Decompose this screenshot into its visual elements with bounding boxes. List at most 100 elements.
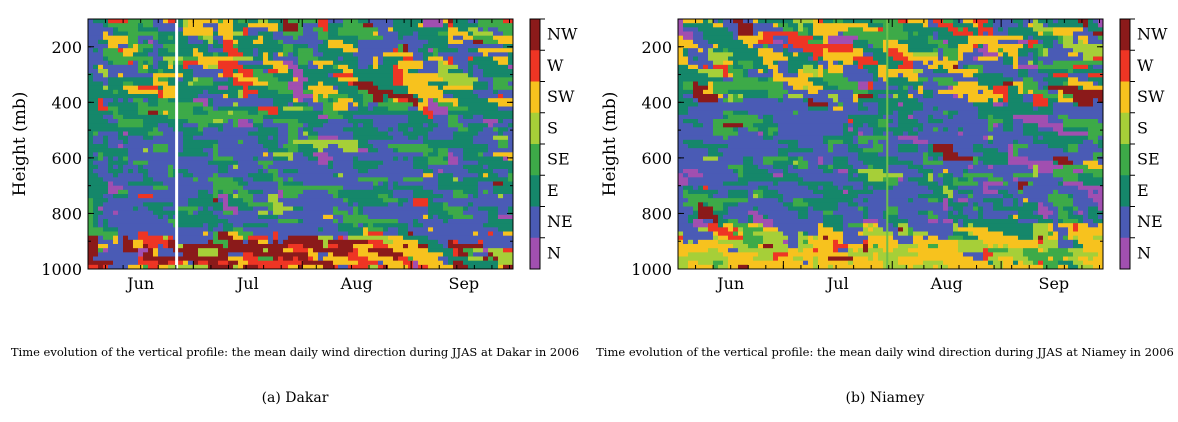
heatmap-cell [448, 185, 454, 191]
heatmap-cell [423, 52, 429, 57]
heatmap-cell [393, 198, 399, 203]
heatmap-cell [343, 223, 349, 228]
heatmap-cell [113, 156, 119, 162]
heatmap-cell [193, 64, 199, 70]
heatmap-cell [248, 77, 254, 82]
heatmap-cell [158, 52, 164, 57]
heatmap-cell [483, 202, 489, 207]
heatmap-cell [253, 89, 259, 95]
heatmap-cell [153, 231, 159, 237]
heatmap-cell [158, 85, 164, 91]
heatmap-cell [348, 210, 354, 216]
heatmap-cell [473, 60, 479, 66]
heatmap-cell [433, 231, 439, 237]
heatmap-cell [193, 73, 199, 78]
heatmap-cell [488, 102, 494, 107]
heatmap-cell [303, 114, 309, 120]
heatmap-cell [193, 123, 199, 128]
heatmap-cell [133, 77, 139, 82]
heatmap-cell [358, 210, 364, 216]
heatmap-cell [88, 69, 94, 74]
heatmap-cell [103, 73, 109, 78]
heatmap-cell [288, 56, 294, 62]
heatmap-cell [118, 148, 124, 153]
heatmap-cell [158, 81, 164, 87]
heatmap-cell [148, 202, 154, 207]
heatmap-cell [253, 148, 259, 153]
heatmap-cell [438, 235, 444, 241]
heatmap-cell [193, 31, 199, 37]
heatmap-cell [418, 189, 424, 195]
heatmap-cell [443, 94, 449, 99]
heatmap-cell [233, 173, 239, 178]
heatmap-cell [153, 185, 159, 191]
heatmap-cell [238, 214, 244, 220]
heatmap-cell [238, 44, 244, 49]
heatmap-cell [313, 64, 319, 70]
heatmap-cell [343, 152, 349, 157]
heatmap-cell [113, 244, 119, 249]
heatmap-cell [378, 73, 384, 78]
heatmap-cell [418, 69, 424, 74]
heatmap-cell [178, 119, 184, 124]
heatmap-cell [363, 23, 369, 28]
heatmap-cell [288, 156, 294, 162]
heatmap-cell [483, 156, 489, 162]
heatmap-cell [338, 256, 344, 262]
heatmap-cell [373, 48, 379, 53]
heatmap-cell [153, 48, 159, 53]
heatmap-cell [158, 19, 164, 24]
heatmap-cell [433, 252, 439, 257]
heatmap-cell [348, 135, 354, 141]
heatmap-cell [318, 131, 324, 137]
heatmap-cell [468, 39, 474, 45]
heatmap-cell [238, 48, 244, 53]
heatmap-cell [393, 248, 399, 253]
heatmap-cell [143, 198, 149, 203]
heatmap-cell [253, 23, 259, 28]
heatmap-cell [98, 73, 104, 78]
heatmap-cell [353, 102, 359, 107]
heatmap-cell [343, 219, 349, 224]
heatmap-cell [153, 39, 159, 45]
heatmap-cell [133, 52, 139, 57]
heatmap-cell [443, 73, 449, 78]
heatmap-cell [158, 148, 164, 153]
heatmap-cell [398, 127, 404, 132]
heatmap-cell [358, 56, 364, 62]
heatmap-cell [208, 227, 214, 232]
heatmap-cell [228, 194, 234, 199]
heatmap-cell [133, 148, 139, 153]
heatmap-cell [483, 48, 489, 53]
heatmap-cell [108, 260, 114, 266]
heatmap-cell [268, 119, 274, 124]
heatmap-cell [168, 160, 174, 166]
heatmap-cell [208, 173, 214, 178]
heatmap-cell [203, 89, 209, 95]
heatmap-cell [213, 244, 219, 249]
heatmap-cell [323, 194, 329, 199]
heatmap-cell [98, 102, 104, 107]
heatmap-cell [113, 177, 119, 182]
heatmap-cell [453, 114, 459, 120]
heatmap-cell [163, 44, 169, 49]
heatmap-cell [378, 144, 384, 149]
heatmap-cell [368, 98, 374, 103]
heatmap-cell [503, 39, 509, 45]
heatmap-cell [298, 81, 304, 87]
heatmap-cell [328, 256, 334, 262]
heatmap-cell [488, 69, 494, 74]
heatmap-cell [228, 260, 234, 266]
heatmap-cell [388, 231, 394, 237]
heatmap-cell [178, 89, 184, 95]
heatmap-cell [468, 123, 474, 128]
heatmap-cell [113, 248, 119, 253]
heatmap-cell [163, 148, 169, 153]
heatmap-cell [243, 106, 249, 112]
heatmap-cell [298, 231, 304, 237]
heatmap-cell [283, 19, 289, 24]
heatmap-cell [143, 248, 149, 253]
heatmap-cell [213, 164, 219, 170]
heatmap-cell [248, 106, 254, 112]
heatmap-cell [193, 185, 199, 191]
